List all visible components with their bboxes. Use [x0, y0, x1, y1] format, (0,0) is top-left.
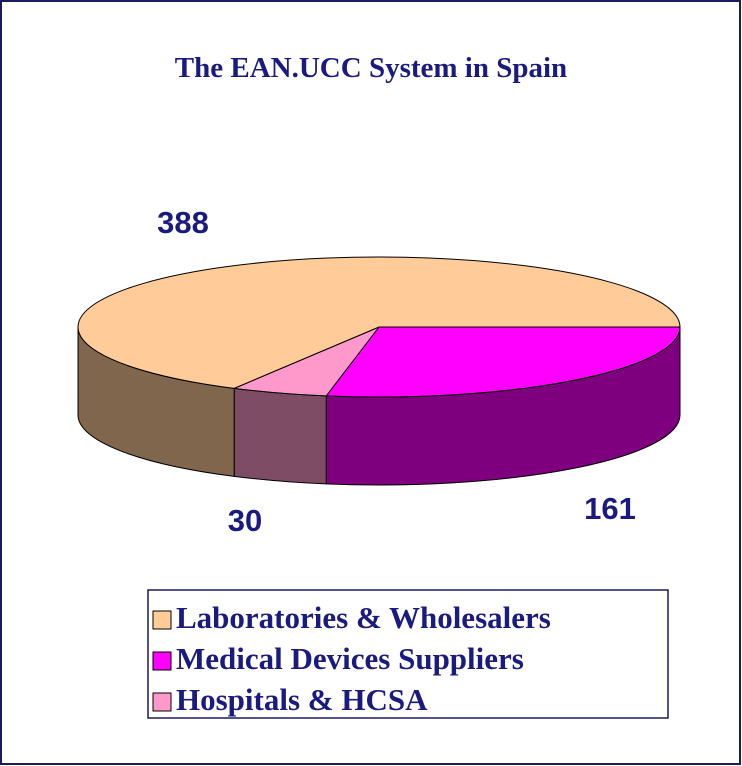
value-label: 161	[584, 491, 636, 526]
legend-swatch	[152, 610, 172, 630]
chart-title: The EAN.UCC System in Spain	[175, 52, 567, 84]
slice-side	[233, 387, 327, 485]
value-label: 388	[157, 205, 209, 240]
slice-top	[77, 256, 681, 389]
legend-swatch	[152, 651, 172, 671]
legend-box	[147, 589, 669, 719]
legend-label: Laboratories & Wholesalers	[176, 600, 551, 635]
legend-label: Medical Devices Suppliers	[176, 641, 524, 676]
slice-top	[325, 326, 681, 398]
value-label: 30	[228, 503, 262, 538]
legend-label: Hospitals & HCSA	[176, 682, 428, 717]
legend-swatch	[152, 692, 172, 712]
